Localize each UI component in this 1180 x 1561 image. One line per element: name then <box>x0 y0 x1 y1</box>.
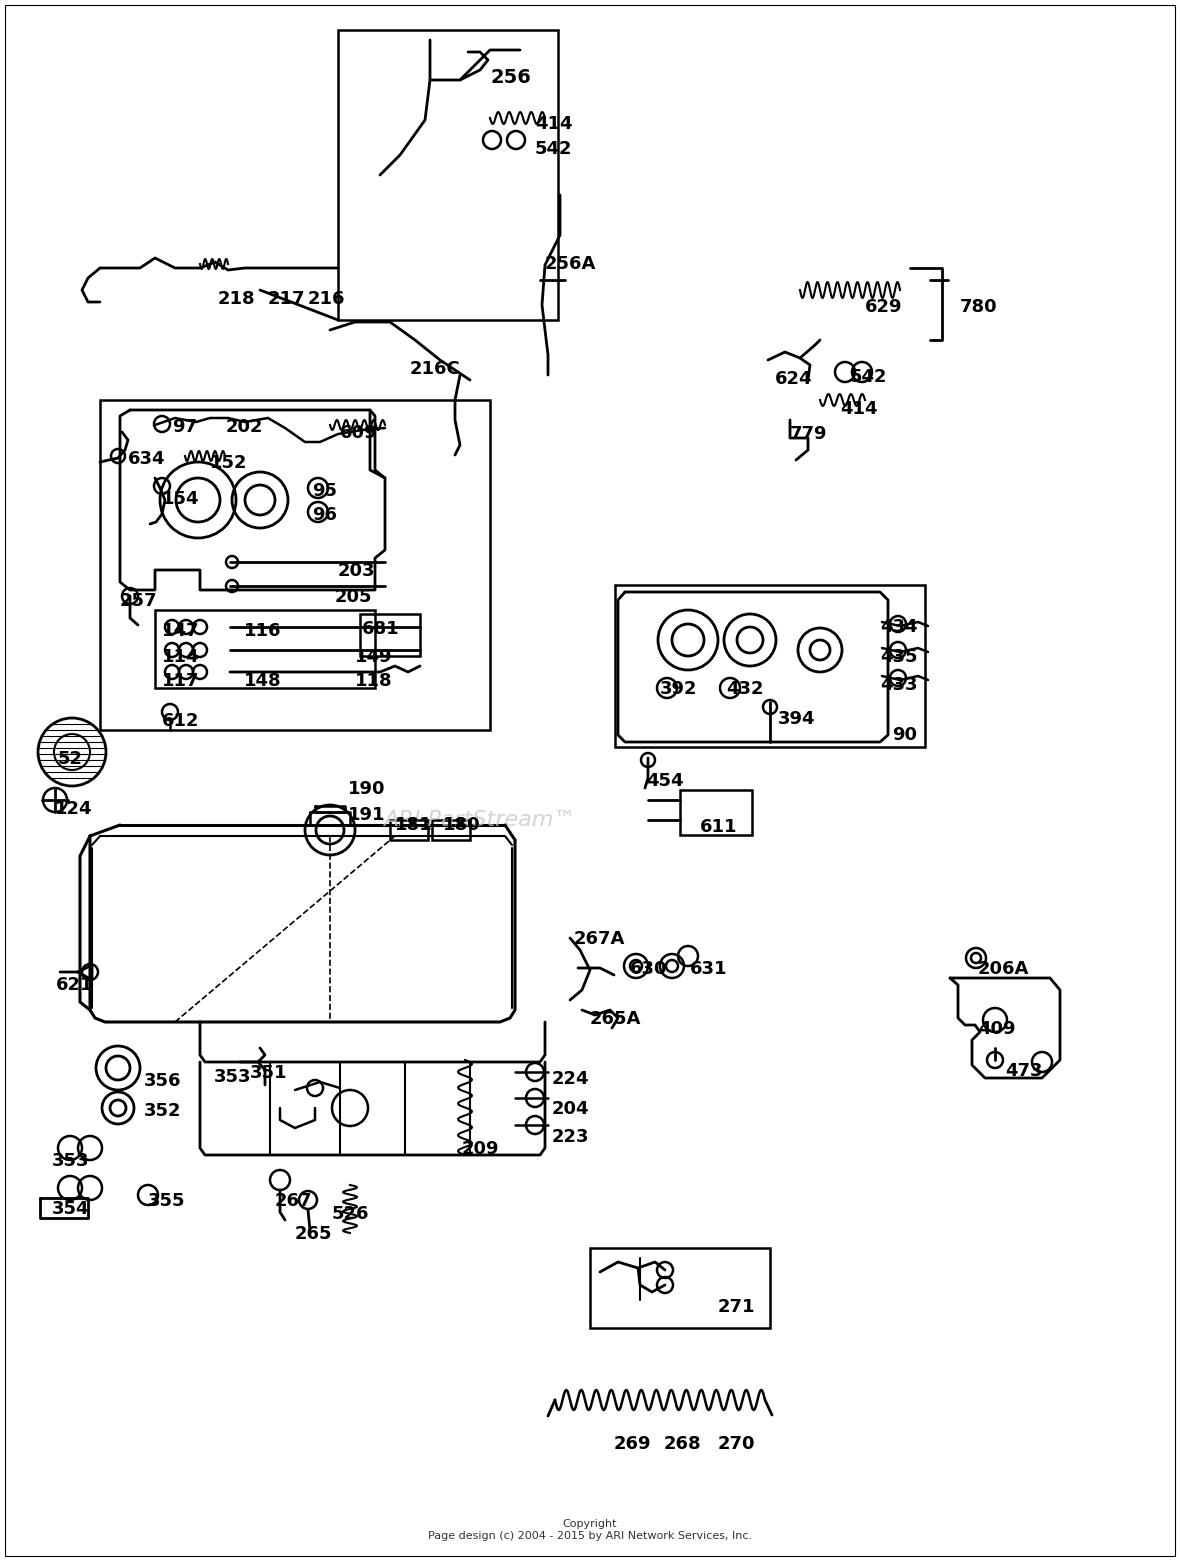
Text: 414: 414 <box>535 116 572 133</box>
Text: 124: 124 <box>55 799 92 818</box>
Text: 631: 631 <box>690 960 728 979</box>
Text: 435: 435 <box>880 648 918 667</box>
Text: 629: 629 <box>865 298 903 315</box>
Text: 265A: 265A <box>590 1010 642 1029</box>
Text: 542: 542 <box>850 368 887 386</box>
Text: 681: 681 <box>362 620 400 638</box>
Text: 257: 257 <box>120 592 157 610</box>
Text: 256A: 256A <box>545 254 596 273</box>
Text: 216C: 216C <box>409 361 460 378</box>
Text: 433: 433 <box>880 676 918 695</box>
Text: 116: 116 <box>244 621 282 640</box>
Text: 154: 154 <box>162 490 199 507</box>
Text: 353: 353 <box>214 1068 251 1086</box>
Text: 542: 542 <box>535 140 572 158</box>
Text: 454: 454 <box>645 773 683 790</box>
Text: 473: 473 <box>1005 1061 1042 1080</box>
Bar <box>615 585 925 748</box>
Text: 180: 180 <box>442 816 480 834</box>
Text: 223: 223 <box>552 1129 590 1146</box>
Text: 114: 114 <box>162 648 199 667</box>
Text: 270: 270 <box>717 1435 755 1453</box>
Text: 526: 526 <box>332 1205 369 1222</box>
Text: 268: 268 <box>664 1435 702 1453</box>
Text: ARI PartStream™: ARI PartStream™ <box>384 810 576 830</box>
Text: 224: 224 <box>552 1069 590 1088</box>
Text: 355: 355 <box>148 1193 185 1210</box>
Text: 351: 351 <box>250 1065 288 1082</box>
Text: 271: 271 <box>717 1299 755 1316</box>
Text: 204: 204 <box>552 1101 590 1118</box>
Text: 621: 621 <box>55 976 93 994</box>
Text: 267: 267 <box>275 1193 313 1210</box>
Bar <box>155 610 375 688</box>
Bar <box>590 1247 771 1328</box>
Text: 217: 217 <box>268 290 306 308</box>
Text: 414: 414 <box>840 400 878 418</box>
Bar <box>100 400 490 731</box>
Text: 269: 269 <box>614 1435 651 1453</box>
Text: 52: 52 <box>58 749 83 768</box>
Text: 609: 609 <box>340 425 378 442</box>
Bar <box>391 820 428 840</box>
Text: 634: 634 <box>127 450 165 468</box>
Text: 216: 216 <box>308 290 346 308</box>
Bar <box>360 613 420 656</box>
Text: 95: 95 <box>312 482 337 500</box>
Text: 190: 190 <box>348 780 386 798</box>
Text: 611: 611 <box>700 818 738 837</box>
Text: 352: 352 <box>144 1102 182 1119</box>
Text: 354: 354 <box>52 1200 90 1218</box>
Circle shape <box>38 718 106 787</box>
Text: 152: 152 <box>210 454 248 471</box>
Text: 630: 630 <box>630 960 668 979</box>
Text: 147: 147 <box>162 621 199 640</box>
Text: 206A: 206A <box>978 960 1029 979</box>
Text: 409: 409 <box>978 1019 1016 1038</box>
Text: 148: 148 <box>244 671 282 690</box>
Text: 267A: 267A <box>573 930 625 948</box>
Bar <box>680 790 752 835</box>
Text: 265: 265 <box>295 1225 333 1243</box>
Text: 97: 97 <box>172 418 197 436</box>
Text: 779: 779 <box>789 425 827 443</box>
Text: 612: 612 <box>162 712 199 731</box>
Text: 90: 90 <box>892 726 917 745</box>
Text: 96: 96 <box>312 506 337 524</box>
Text: Copyright
Page design (c) 2004 - 2015 by ARI Network Services, Inc.: Copyright Page design (c) 2004 - 2015 by… <box>428 1519 752 1541</box>
Text: 780: 780 <box>961 298 997 315</box>
Text: 434: 434 <box>880 618 918 635</box>
Text: 353: 353 <box>52 1152 90 1171</box>
Text: 256: 256 <box>490 69 531 87</box>
Text: 203: 203 <box>337 562 375 581</box>
Text: 392: 392 <box>660 681 697 698</box>
Text: 118: 118 <box>355 671 393 690</box>
Text: 149: 149 <box>355 648 393 667</box>
Text: 117: 117 <box>162 671 199 690</box>
Text: 218: 218 <box>218 290 256 308</box>
Text: 624: 624 <box>775 370 813 389</box>
Text: 209: 209 <box>463 1140 499 1158</box>
Text: 432: 432 <box>726 681 763 698</box>
Bar <box>337 30 558 320</box>
Text: 181: 181 <box>395 816 433 834</box>
Text: 205: 205 <box>335 588 373 606</box>
Text: 202: 202 <box>227 418 263 436</box>
Bar <box>432 820 470 840</box>
Text: 191: 191 <box>348 805 386 824</box>
Text: 394: 394 <box>778 710 815 727</box>
Text: 356: 356 <box>144 1072 182 1090</box>
